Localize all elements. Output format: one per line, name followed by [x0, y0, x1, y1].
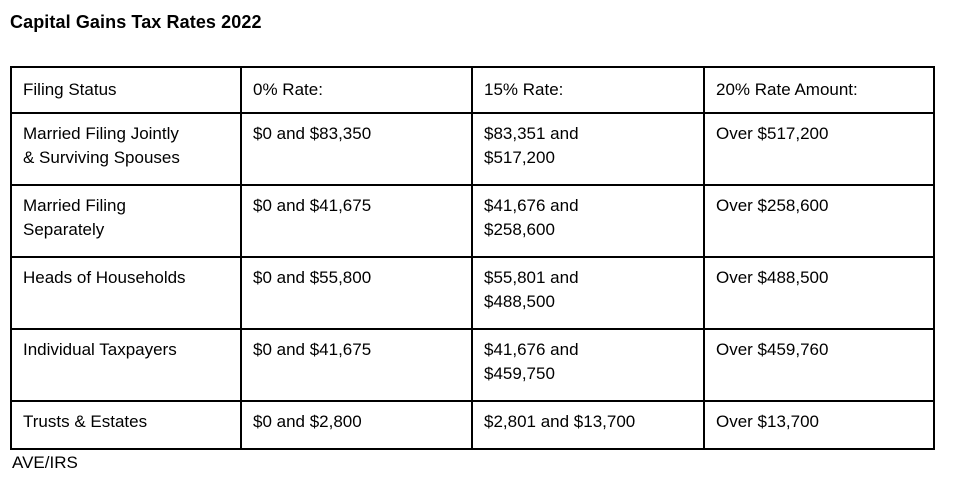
column-header-20-rate: 20% Rate Amount:: [703, 66, 935, 114]
cell-0-rate: $0 and $83,350: [240, 112, 473, 186]
table-row-trusts-estates: Trusts & Estates $0 and $2,800 $2,801 an…: [10, 400, 935, 450]
cell-0-rate: $0 and $55,800: [240, 256, 473, 330]
cell-0-rate: $0 and $2,800: [240, 400, 473, 450]
cell-0-rate: $0 and $41,675: [240, 328, 473, 402]
cell-20-rate: Over $459,760: [703, 328, 935, 402]
cell-0-rate: $0 and $41,675: [240, 184, 473, 258]
cell-20-rate: Over $258,600: [703, 184, 935, 258]
cell-20-rate: Over $13,700: [703, 400, 935, 450]
cell-filing-status: Married Filing Jointly & Surviving Spous…: [10, 112, 242, 186]
cell-15-rate: $2,801 and $13,700: [471, 400, 705, 450]
column-header-filing-status: Filing Status: [10, 66, 242, 114]
cell-15-rate: $41,676 and $258,600: [471, 184, 705, 258]
table-row-individual-taxpayers: Individual Taxpayers $0 and $41,675 $41,…: [10, 328, 935, 402]
capital-gains-table: Filing Status 0% Rate: 15% Rate: 20% Rat…: [10, 66, 935, 450]
table-row-married-separately: Married Filing Separately $0 and $41,675…: [10, 184, 935, 258]
cell-20-rate: Over $488,500: [703, 256, 935, 330]
table-header-row: Filing Status 0% Rate: 15% Rate: 20% Rat…: [10, 66, 935, 114]
table-row-married-jointly: Married Filing Jointly & Surviving Spous…: [10, 112, 935, 186]
source-credit: AVE/IRS: [12, 453, 78, 472]
table-row-heads-of-households: Heads of Households $0 and $55,800 $55,8…: [10, 256, 935, 330]
cell-filing-status: Trusts & Estates: [10, 400, 242, 450]
page-title: Capital Gains Tax Rates 2022: [10, 12, 262, 32]
cell-filing-status: Married Filing Separately: [10, 184, 242, 258]
cell-filing-status: Individual Taxpayers: [10, 328, 242, 402]
cell-15-rate: $83,351 and $517,200: [471, 112, 705, 186]
cell-20-rate: Over $517,200: [703, 112, 935, 186]
column-header-15-rate: 15% Rate:: [471, 66, 705, 114]
column-header-0-rate: 0% Rate:: [240, 66, 473, 114]
cell-15-rate: $55,801 and $488,500: [471, 256, 705, 330]
cell-filing-status: Heads of Households: [10, 256, 242, 330]
cell-15-rate: $41,676 and $459,750: [471, 328, 705, 402]
